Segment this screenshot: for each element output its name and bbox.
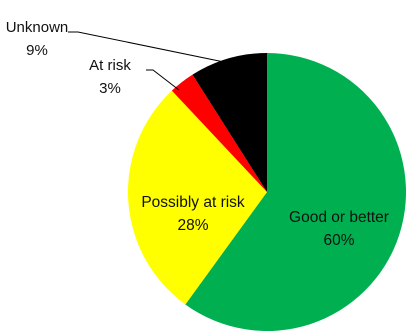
slice-label-possibly-at-risk: Possibly at risk: [141, 194, 245, 211]
pie-slice-unknown: [192, 53, 267, 192]
pie-slice-good-or-better: [185, 53, 407, 331]
slice-pct-at-risk: 3%: [99, 80, 121, 97]
pie-slice-at-risk: [171, 74, 267, 192]
slice-pct-unknown: 9%: [26, 42, 48, 59]
slice-label-good-or-better: Good or better: [289, 209, 389, 226]
pie-slices: [128, 53, 407, 331]
leader-line-at-risk: [146, 69, 180, 91]
slice-label-at-risk: At risk: [89, 57, 131, 74]
slice-pct-good-or-better: 60%: [323, 232, 354, 249]
leader-line-unknown: [68, 31, 225, 63]
slice-label-unknown: Unknown: [6, 19, 69, 36]
slice-pct-possibly-at-risk: 28%: [177, 217, 208, 234]
leader-lines: [68, 31, 225, 91]
pie-slice-possibly-at-risk: [128, 90, 267, 305]
